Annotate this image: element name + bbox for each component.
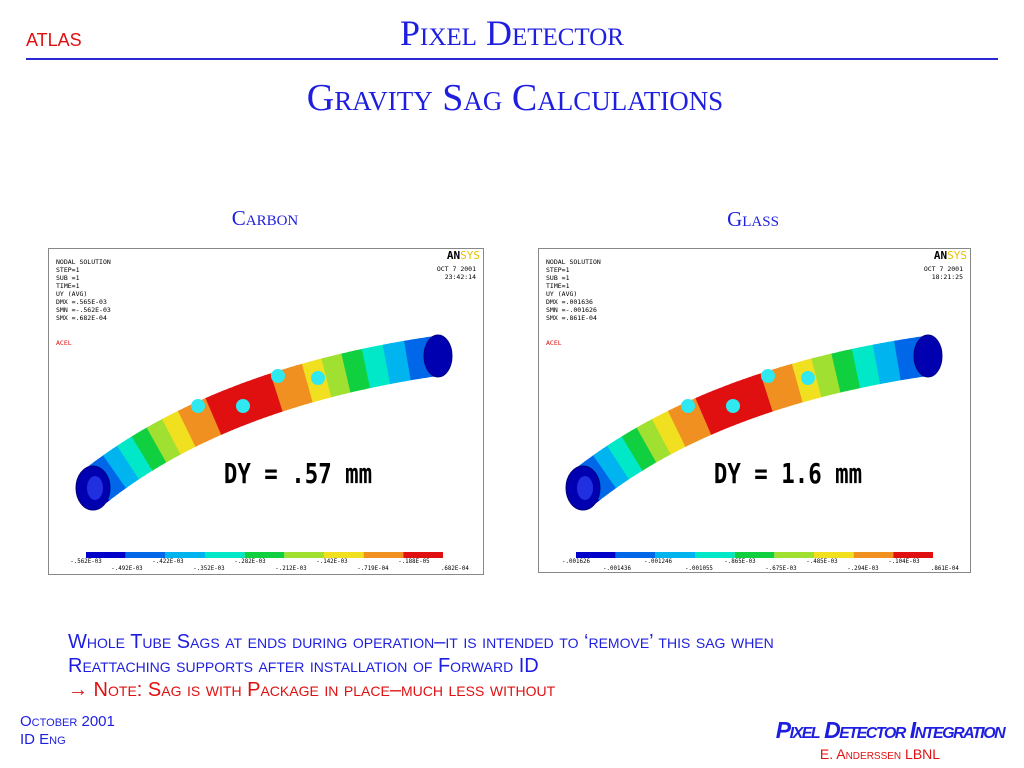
support (761, 369, 775, 383)
legend-band (615, 552, 656, 558)
legend-label: .861E-04 (931, 566, 959, 572)
info-line: STEP=1 (56, 266, 80, 274)
support (801, 371, 815, 385)
notes: Whole Tube Sags at ends during operation… (68, 630, 774, 702)
brand: ANSYS (447, 249, 480, 262)
brand: ANSYS (934, 249, 967, 262)
support (191, 399, 205, 413)
footer-author: E. Anderssen LBNL (819, 746, 941, 762)
info-line: UY (AVG) (56, 290, 87, 298)
legend-label: -.492E-03 (111, 566, 143, 572)
legend-band (363, 552, 404, 558)
brand-main: AN (447, 249, 460, 262)
legend-label: -.212E-03 (275, 566, 307, 572)
footer-left: October 2001 ID Eng (20, 713, 115, 749)
legend-band (695, 552, 735, 558)
legend-label: -.188E-05 (398, 559, 430, 565)
sag-annotation: DY = .57 mm (224, 456, 372, 489)
info-line: DMX =.001636 (546, 298, 593, 306)
footer-project: Pixel Detector Integration (775, 717, 1006, 743)
legend-label: -.719E-04 (357, 566, 389, 572)
acel-label: ACEL (546, 339, 562, 347)
legend-band (284, 552, 324, 558)
brand-accent: SYS (947, 249, 967, 262)
info-line: STEP=1 (546, 266, 570, 274)
legend-label: -.001246 (644, 559, 672, 565)
brand-main: AN (934, 249, 947, 262)
footer-group: ID Eng (20, 731, 66, 748)
legend-band (324, 552, 364, 558)
legend-label: -.142E-03 (316, 559, 348, 565)
info-line: TIME=1 (56, 282, 80, 290)
plot-date: OCT 7 2001 (924, 265, 963, 273)
tube-end (913, 334, 943, 378)
tube-end-hole (87, 476, 103, 500)
legend-band (893, 552, 933, 558)
caption: Carbon (231, 206, 299, 230)
support (726, 399, 740, 413)
legend-label: -.485E-03 (806, 559, 838, 565)
info-line: NODAL SOLUTION (546, 258, 601, 266)
plot-time: 18:21:25 (932, 273, 963, 281)
legend-band (774, 552, 814, 558)
info-line: SMX =.682E-04 (56, 314, 107, 322)
legend-band (86, 552, 126, 558)
footer-date: October 2001 (20, 713, 115, 730)
info-line: UY (AVG) (546, 290, 577, 298)
info-line: TIME=1 (546, 282, 570, 290)
info-line: SUB =1 (546, 274, 570, 282)
acel-label: ACEL (56, 339, 72, 347)
subtitle: Gravity Sag Calculations (306, 77, 724, 119)
info-line: NODAL SOLUTION (56, 258, 111, 266)
note: Whole Tube Sags at ends during operation… (68, 631, 774, 653)
support (681, 399, 695, 413)
brand-accent: SYS (460, 249, 480, 262)
legend-band (125, 552, 166, 558)
legend-label: -.422E-03 (152, 559, 184, 565)
tube-end (423, 334, 453, 378)
legend-label: -.104E-03 (888, 559, 920, 565)
logo: ATLAS (26, 30, 82, 50)
legend-label: -.675E-03 (765, 566, 797, 572)
legend-label: -.282E-03 (234, 559, 266, 565)
support (236, 399, 250, 413)
note: → Note: Sag is with Package in place–muc… (68, 679, 556, 701)
legend-band (244, 552, 285, 558)
legend-band (814, 552, 854, 558)
legend-band (576, 552, 616, 558)
tube-end-hole (577, 476, 593, 500)
info-line: SMN =-.001626 (546, 306, 597, 314)
legend-label: -.865E-03 (724, 559, 756, 565)
legend-label: -.001626 (562, 559, 590, 565)
legend-band (655, 552, 695, 558)
legend-label: -.001055 (685, 566, 713, 572)
legend-band (205, 552, 245, 558)
info-line: DMX =.565E-03 (56, 298, 107, 306)
rule (26, 58, 998, 60)
sag-annotation: DY = 1.6 mm (714, 456, 862, 489)
legend-band (853, 552, 894, 558)
legend-label: -.352E-03 (193, 566, 225, 572)
info-line: SMN =-.562E-03 (56, 306, 111, 314)
info-line: SUB =1 (56, 274, 80, 282)
legend-label: .682E-04 (441, 566, 469, 572)
caption: Glass (727, 207, 779, 231)
info-line: SMX =.861E-04 (546, 314, 597, 322)
legend-label: -.294E-03 (847, 566, 879, 572)
legend-band (734, 552, 775, 558)
note: Reattaching supports after installation … (68, 655, 539, 677)
title: Pixel Detector (400, 13, 624, 53)
legend-label: -.001436 (603, 566, 631, 572)
legend-band (403, 552, 443, 558)
support (311, 371, 325, 385)
plot-time: 23:42:14 (445, 273, 476, 281)
support (271, 369, 285, 383)
legend-label: -.562E-03 (70, 559, 102, 565)
plot-date: OCT 7 2001 (437, 265, 476, 273)
legend-band (165, 552, 205, 558)
